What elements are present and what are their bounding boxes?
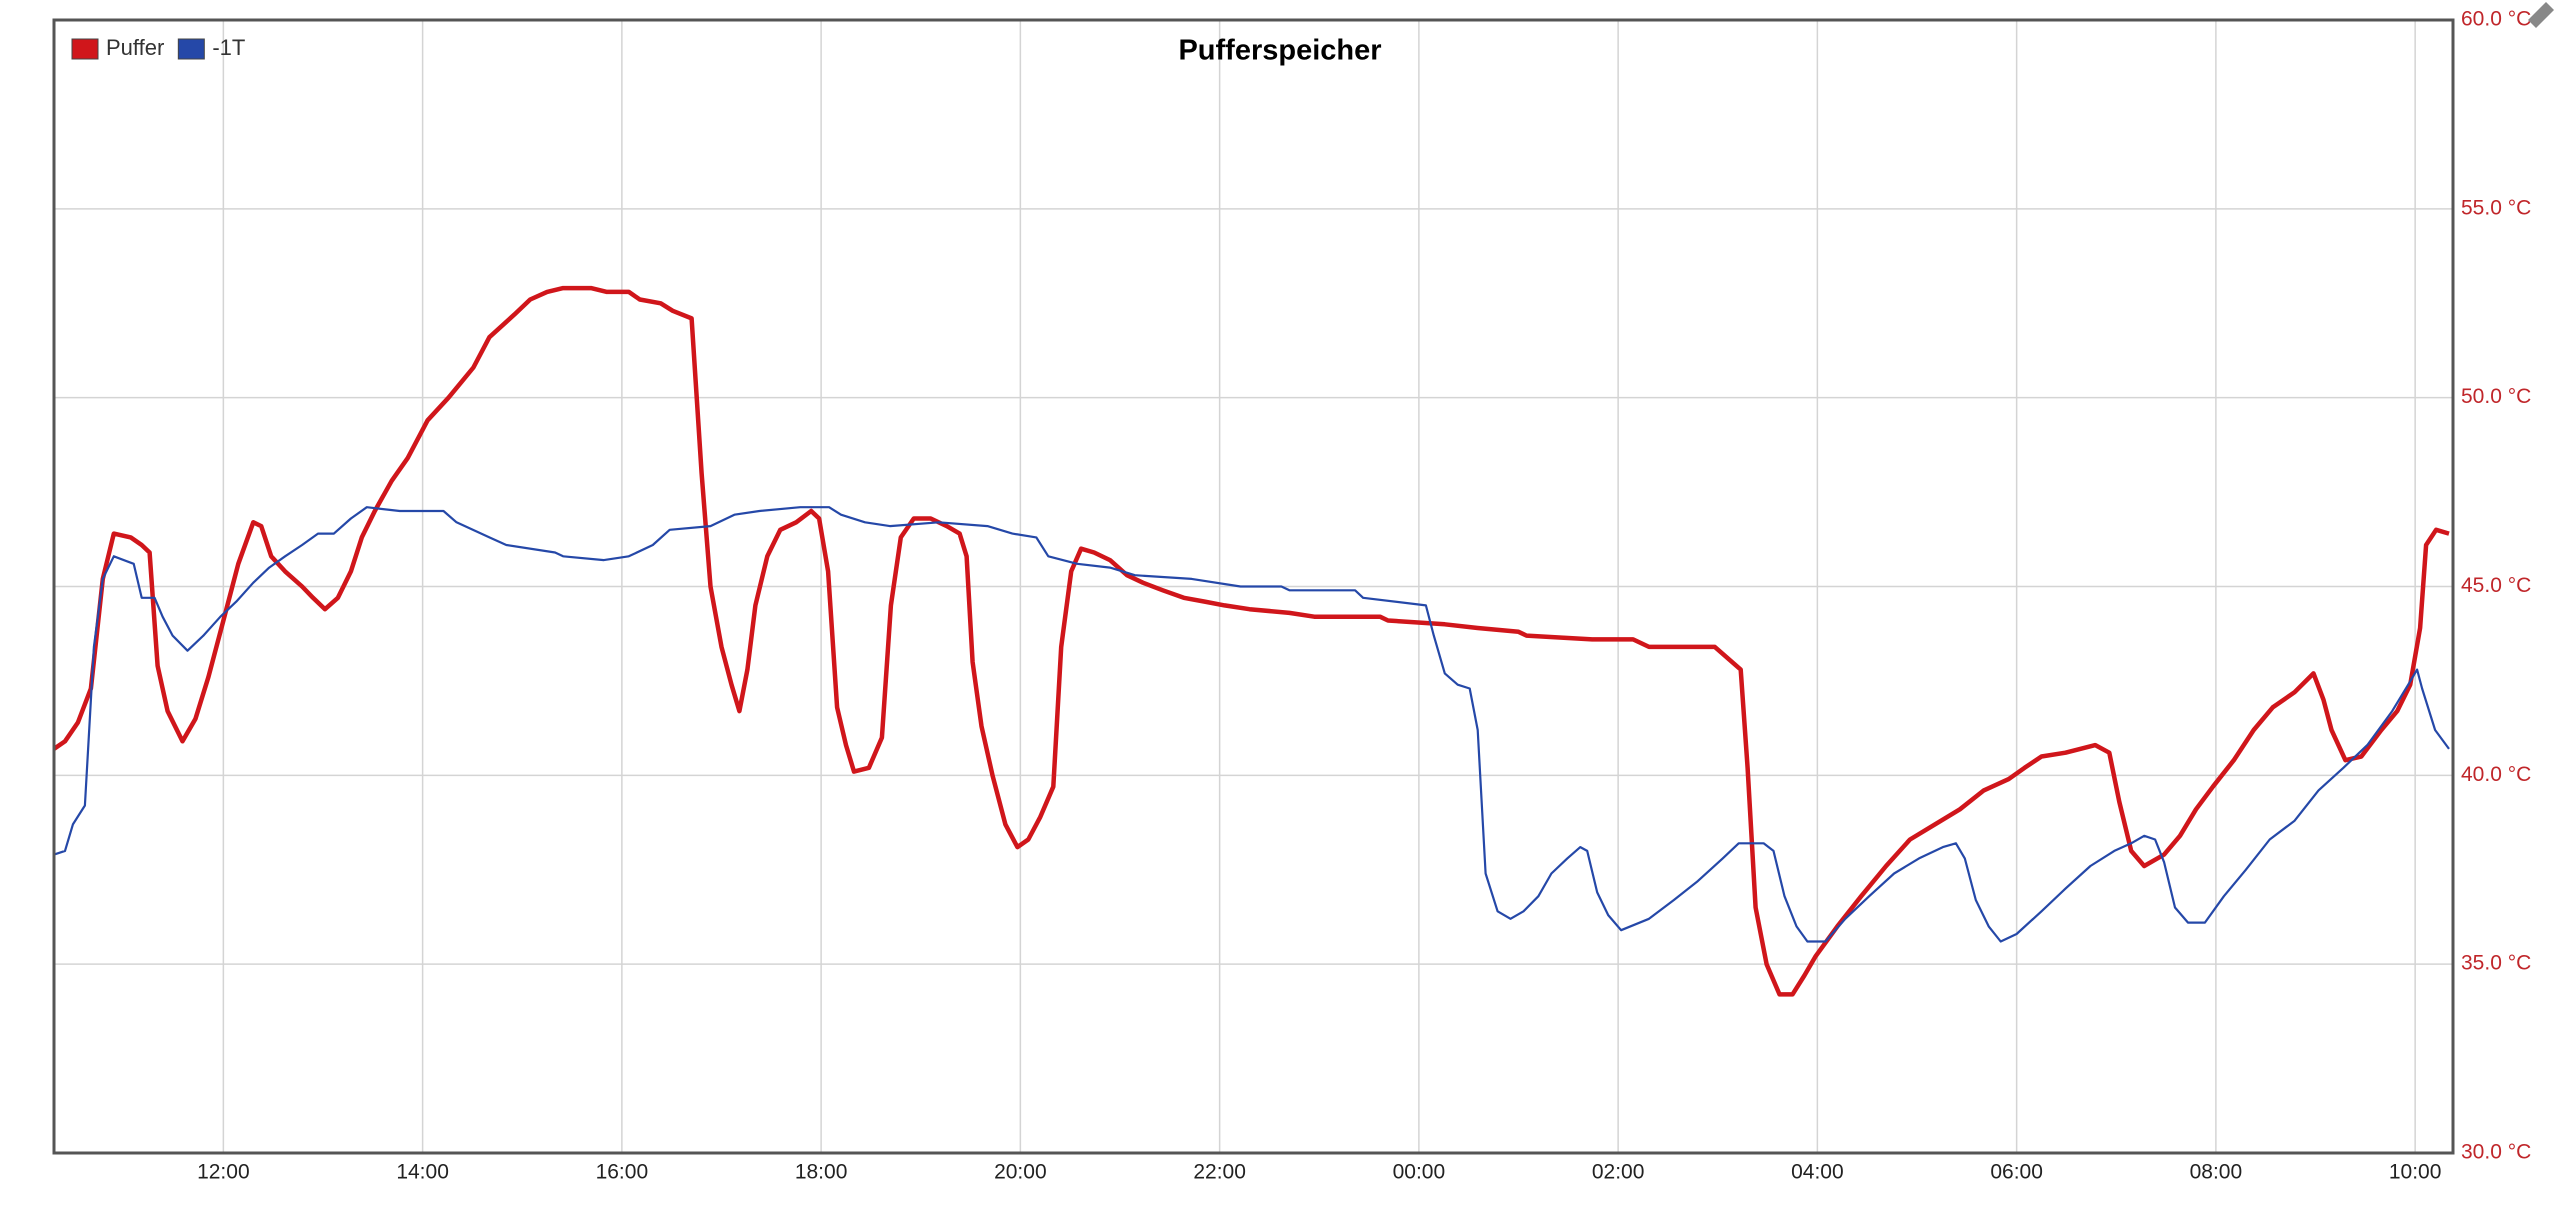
y-tick-label: 60.0 °C [2461,8,2531,31]
x-tick-label: 04:00 [1791,1161,1844,1184]
axis-layer: 30.0 °C 35.0 °C 40.0 °C 45.0 °C 50.0 °C 55.0 … [197,8,2531,1184]
legend-swatch [71,38,99,60]
y-tick-label: 35.0 °C [2461,952,2531,975]
y-tick-label: 50.0 °C [2461,385,2531,408]
x-tick-label: 02:00 [1592,1161,1645,1184]
chart-title: Pufferspeicher [1178,35,1381,67]
y-tick-label: 40.0 °C [2461,763,2531,786]
y-tick-label: 45.0 °C [2461,574,2531,597]
legend-label: -1T [212,35,245,60]
legend-swatch [177,38,205,60]
x-tick-label: 18:00 [795,1161,848,1184]
x-tick-label: 08:00 [2190,1161,2243,1184]
x-tick-label: 14:00 [396,1161,449,1184]
legend-label: Puffer [106,35,164,60]
y-tick-label: 55.0 °C [2461,196,2531,219]
x-tick-label: 22:00 [1193,1161,1246,1184]
x-tick-label: 10:00 [2389,1161,2442,1184]
legend: Puffer -1T [71,35,245,60]
y-tick-label: 30.0 °C [2461,1141,2531,1164]
series-layer [52,285,2450,997]
x-tick-label: 16:00 [596,1161,649,1184]
x-tick-label: 20:00 [994,1161,1047,1184]
series-line [52,285,2450,997]
edit-icon[interactable] [2528,2,2554,28]
plot-frame [52,18,2455,1155]
series-line [53,506,2450,943]
x-tick-label: 06:00 [1990,1161,2043,1184]
x-tick-label: 00:00 [1393,1161,1446,1184]
x-tick-label: 12:00 [197,1161,250,1184]
grid-layer [54,19,2453,1154]
